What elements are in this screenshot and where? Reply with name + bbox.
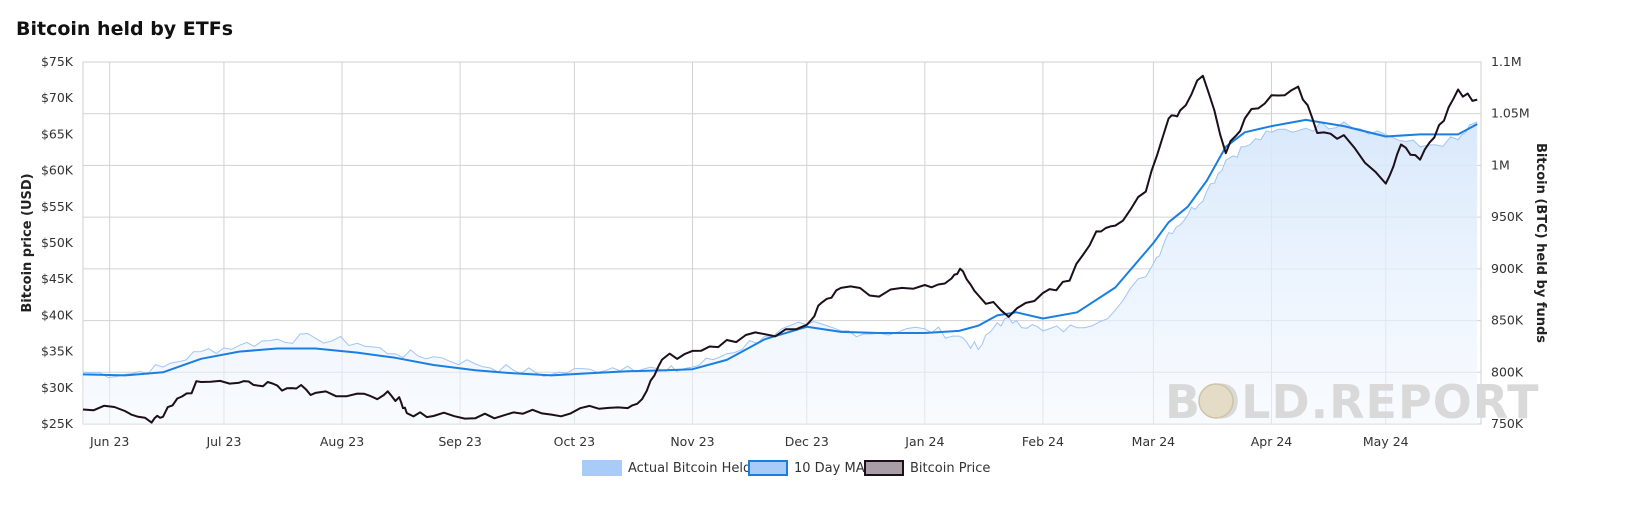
y-left-tick-label: $55K xyxy=(41,199,74,214)
y-left-tick-label: $40K xyxy=(41,307,74,322)
y-left-tick-label: $75K xyxy=(41,54,74,69)
y-right-axis-title: Bitcoin (BTC) held by funds xyxy=(1533,143,1548,343)
x-tick-label: May 24 xyxy=(1363,434,1409,449)
y-left-tick-label: $65K xyxy=(41,126,74,141)
legend-swatch xyxy=(748,460,788,476)
watermark: BOLD.REPORT xyxy=(1165,375,1539,429)
area-layer xyxy=(83,121,1478,425)
legend-item[interactable]: Bitcoin Price xyxy=(864,460,990,476)
y-left-axis-title: Bitcoin price (USD) xyxy=(20,173,35,312)
x-tick-label: Dec 23 xyxy=(785,434,829,449)
legend-label: Actual Bitcoin Held xyxy=(628,461,751,476)
x-tick-label: Jun 23 xyxy=(89,434,129,449)
legend-swatch xyxy=(864,460,904,476)
legend: Actual Bitcoin Held 10 Day MA Bitcoin Pric… xyxy=(582,460,990,476)
y-left-tick-label: $70K xyxy=(41,90,74,105)
coin-icon xyxy=(1198,383,1234,419)
x-tick-label: Feb 24 xyxy=(1022,434,1064,449)
y-left-tick-label: $45K xyxy=(41,271,74,286)
y-left-tick-label: $35K xyxy=(41,344,74,359)
x-tick-label: Nov 23 xyxy=(670,434,714,449)
legend-item[interactable]: 10 Day MA xyxy=(748,460,865,476)
y-left-tick-label: $30K xyxy=(41,380,74,395)
y-right-tick-label: 900K xyxy=(1491,261,1524,276)
x-tick-label: Aug 23 xyxy=(320,434,364,449)
y-right-tick-label: 850K xyxy=(1491,313,1524,328)
x-tick-label: Jul 23 xyxy=(205,434,241,449)
x-tick-label: Mar 24 xyxy=(1132,434,1176,449)
y-right-tick-label: 1M xyxy=(1491,157,1510,172)
ma-line xyxy=(82,118,1478,377)
y-right-tick-label: 800K xyxy=(1491,364,1524,379)
x-tick-label: Sep 23 xyxy=(438,434,481,449)
x-tick-label: Jan 24 xyxy=(904,434,944,449)
y-right-tick-label: 1.1M xyxy=(1491,54,1522,69)
chart-title: Bitcoin held by ETFs xyxy=(16,18,234,40)
y-right-tick-label: 750K xyxy=(1491,416,1524,431)
series-lines xyxy=(82,74,1478,424)
y-right-tick-label: 1.05M xyxy=(1491,106,1530,121)
x-tick-label: Apr 24 xyxy=(1251,434,1293,449)
legend-swatch xyxy=(582,460,622,476)
legend-item[interactable]: Actual Bitcoin Held xyxy=(582,460,751,476)
actual-held-area xyxy=(83,121,1478,425)
y-left-tick-label: $60K xyxy=(41,163,74,178)
price-line xyxy=(82,74,1478,424)
x-tick-label: Oct 23 xyxy=(554,434,596,449)
y-left-tick-label: $50K xyxy=(41,235,74,250)
legend-label: Bitcoin Price xyxy=(910,461,990,476)
legend-label: 10 Day MA xyxy=(794,461,865,476)
axes: Jun 23 Jul 23 Aug 23 Sep 23 Oct 23 Nov 23 Dec … xyxy=(20,54,1548,449)
y-left-tick-label: $25K xyxy=(41,416,74,431)
y-right-tick-label: 950K xyxy=(1491,209,1524,224)
